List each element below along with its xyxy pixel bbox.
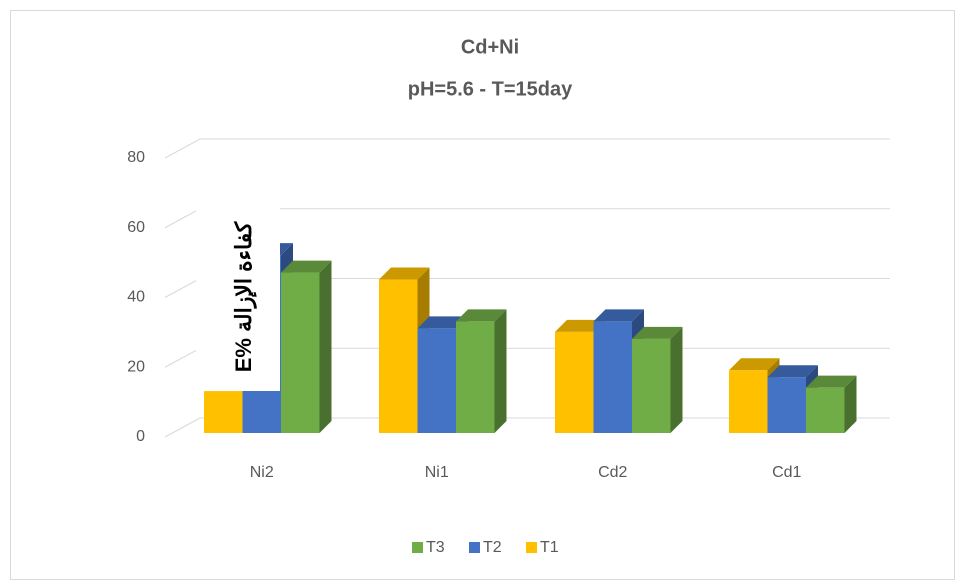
bar-front [281,272,320,433]
bar-front [456,321,495,433]
bar-side [844,375,857,433]
bar-front [806,387,845,433]
chart-subtitle: pH=5.6 - T=15day [408,78,573,100]
bar [806,375,857,433]
bar-front [593,321,632,433]
bar-side [319,260,332,433]
legend-swatch [412,542,423,553]
bar-top [417,316,468,329]
x-tick-label: Cd2 [598,464,627,481]
bar-top [806,375,857,388]
y-tick-label: 40 [127,289,145,306]
bar-front [632,338,671,433]
legend-swatch [469,542,480,553]
bar-top [767,365,818,378]
bar-top [632,326,683,339]
legend-label: T2 [483,539,502,556]
chart-frame [10,10,955,580]
bar-front [729,370,768,433]
x-tick-label: Ni2 [250,464,274,481]
bar-front [767,377,806,433]
y-tick-label: 80 [127,149,145,166]
legend-swatch [526,542,537,553]
bar-front [417,328,456,433]
bar-top [281,260,332,273]
bar-side [670,326,683,433]
bar [456,309,507,433]
bar-front [379,279,418,433]
x-tick-label: Ni1 [425,464,449,481]
y-axis-label: E% كفاءة الإزالة [231,221,258,372]
bar-top [379,267,430,280]
chart-title: Cd+Ni [461,36,519,58]
bar [281,260,332,433]
bar-front [555,331,594,433]
y-tick-label: 60 [127,219,145,236]
y-tick-label: 20 [127,358,145,375]
bar-top [456,309,507,322]
bar [632,326,683,433]
bar-front [204,391,243,433]
grid-line [164,138,890,159]
x-tick-label: Cd1 [772,464,801,481]
bar-top [593,309,644,322]
bar-top [555,319,606,332]
legend-label: T1 [540,539,559,556]
bar-top [729,358,780,371]
y-tick-label: 0 [136,428,145,445]
bar-side [494,309,507,433]
y-label-bg [196,203,280,391]
legend-label: T3 [426,539,445,556]
